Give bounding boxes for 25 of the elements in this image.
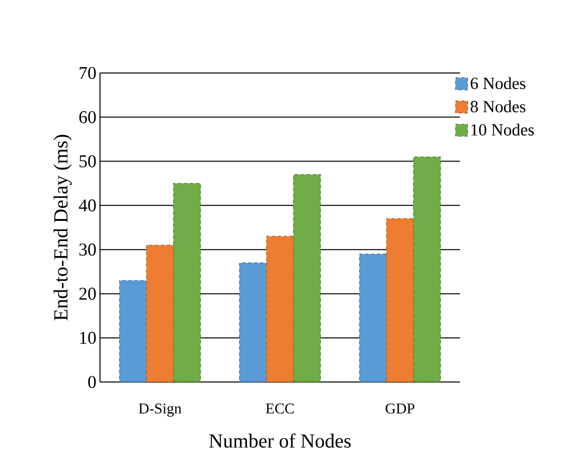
bar	[266, 236, 294, 382]
legend-label: 6 Nodes	[470, 77, 526, 90]
y-axis-title: End-to-End Delay (ms)	[54, 134, 72, 320]
bar	[173, 182, 201, 382]
x-tick-label: ECC	[266, 404, 294, 414]
legend-label: 8 Nodes	[470, 100, 526, 112]
bar	[413, 156, 441, 382]
y-tick-label: 0	[88, 376, 96, 388]
y-tick-label: 50	[80, 155, 96, 168]
bar	[239, 262, 267, 382]
y-tick-label: 70	[80, 66, 96, 80]
bar	[359, 254, 387, 382]
x-tick-label: GDP	[386, 404, 414, 414]
bar	[119, 280, 147, 382]
x-axis-title: Number of Nodes	[209, 433, 351, 448]
y-tick-label: 60	[79, 111, 96, 124]
bar	[386, 218, 414, 382]
legend-label: 10 Nodes	[471, 124, 534, 136]
bar	[146, 244, 174, 382]
y-tick-label: 40	[78, 199, 96, 212]
bar	[293, 174, 321, 382]
y-tick-label: 30	[79, 244, 96, 256]
y-tick-label: 20	[79, 288, 96, 300]
y-tick-label: 10	[80, 332, 96, 344]
x-tick-label: D-Sign	[138, 404, 182, 417]
